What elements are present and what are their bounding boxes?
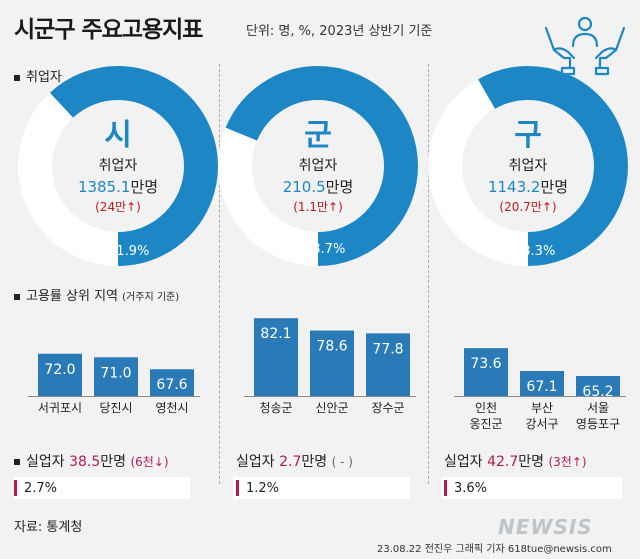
bar-value-label: 73.6 xyxy=(470,356,501,372)
unemployed-change: ( - ) xyxy=(331,455,353,469)
employment-rate-value: 68.7% xyxy=(304,242,346,257)
unemployed-label: 실업자 xyxy=(236,454,275,470)
unemployed-value: 2.7 xyxy=(279,454,302,470)
region-char: 군 xyxy=(304,118,332,153)
credit-line: 23.08.22 전진우 그래픽 기자 618tue@newsis.com xyxy=(377,544,612,555)
employed-value: 1385.1 xyxy=(77,178,131,196)
unemployed-unit: 만명 xyxy=(301,454,328,470)
donut-center-gu: 구 취업자 1143.2만명 (20.7만↑) xyxy=(428,118,628,216)
unemployment-rate-box xyxy=(14,477,190,499)
unemployment-rate-marker xyxy=(236,480,239,496)
unemployed-value: 42.7 xyxy=(487,454,519,470)
bar-value-label: 71.0 xyxy=(100,365,131,381)
bar xyxy=(576,376,620,396)
bar-category-label: 부산 강서구 xyxy=(525,401,559,431)
employed-label: 취업자 xyxy=(98,158,138,174)
employed-unit: 만명 xyxy=(130,178,159,196)
employed-unit: 만명 xyxy=(325,178,354,196)
source-note: 자료: 통계청 xyxy=(14,520,83,535)
donut-ring-value xyxy=(428,66,628,266)
unemployed-summary: 실업자 42.7만명 (3천↑) xyxy=(444,451,587,471)
bar-category-label: 청송군 xyxy=(259,401,293,415)
employed-change: (20.7만↑) xyxy=(499,200,557,214)
section-employed-label: 취업자 xyxy=(26,70,62,85)
donut-center-si: 시 취업자 1385.1만명 (24만↑) xyxy=(18,118,218,216)
region-char: 시 xyxy=(104,118,132,153)
unemployed-change: (3천↑) xyxy=(548,455,587,469)
bar-category-label: 서귀포시 xyxy=(37,401,83,415)
column-divider xyxy=(219,64,220,484)
employed-value: 1143.2 xyxy=(487,178,541,196)
unemployment-rate: 3.6% xyxy=(454,481,488,496)
unemployed-label: 실업자 xyxy=(444,454,483,470)
section-top-rate: 고용률 상위 지역 (거주지 기준) xyxy=(14,285,179,304)
unemployed-label: 실업자 xyxy=(26,454,65,470)
employment-rate-label: 고용률 61.9% xyxy=(68,240,149,259)
unemployed-value: 38.5 xyxy=(69,454,101,470)
unemployment-rate: 2.7% xyxy=(24,481,58,496)
bar-value-label: 82.1 xyxy=(260,326,291,342)
region-char: 구 xyxy=(514,118,542,153)
bar xyxy=(310,330,354,396)
bar xyxy=(366,333,410,396)
employment-rate-prefix: 고용률 xyxy=(68,244,104,259)
column-divider xyxy=(428,64,429,484)
donut-chart-gu xyxy=(428,66,628,266)
donut-ring-value xyxy=(218,66,418,266)
bar xyxy=(254,318,298,396)
bar xyxy=(150,369,194,396)
page-title: 시군구 주요고용지표 xyxy=(14,17,203,43)
bar-chart-gu: 73.6 67.1 65.2 xyxy=(454,348,626,400)
bar-category-label: 인천 옹진군 xyxy=(469,401,503,431)
bullet-icon xyxy=(14,459,20,465)
bar-value-label: 67.6 xyxy=(156,377,187,393)
employed-label: 취업자 xyxy=(508,158,548,174)
bar-chart-gun: 82.1 78.6 77.8 xyxy=(244,318,416,397)
section-top-rate-note: (거주지 기준) xyxy=(122,292,180,303)
bar-value-label: 65.2 xyxy=(582,384,613,400)
section-top-rate-label: 고용률 상위 지역 xyxy=(26,289,118,304)
page-subtitle: 단위: 명, %, 2023년 상반기 기준 xyxy=(246,24,433,39)
unemployed-summary: 실업자 2.7만명 ( - ) xyxy=(236,451,353,471)
bar-chart-si: 72.0 71.0 67.6 xyxy=(28,353,200,397)
bar-category-label: 서울 영등포구 xyxy=(575,401,621,431)
newsis-logo: NEWSIS xyxy=(498,515,593,539)
section-employed: 취업자 xyxy=(14,66,62,85)
unemployed-summary: 실업자 38.5만명 (6천↓) xyxy=(14,451,169,471)
bullet-icon xyxy=(14,293,20,300)
donut-chart-gun xyxy=(218,66,418,266)
bar xyxy=(520,371,564,396)
employed-change: (1.1만↑) xyxy=(293,200,343,214)
employment-rate-value: 58.3% xyxy=(514,244,556,259)
unemployment-rate-marker xyxy=(14,480,17,496)
bar-category-label: 장수군 xyxy=(371,401,405,415)
employed-unit: 만명 xyxy=(540,178,569,196)
donut-chart-si xyxy=(18,66,218,266)
unemployment-rate-marker xyxy=(444,480,447,496)
bar-category-label: 영천시 xyxy=(155,401,189,415)
bullet-icon xyxy=(14,74,20,81)
employment-rate-value: 61.9% xyxy=(108,244,150,259)
bar-value-label: 78.6 xyxy=(316,339,347,355)
bar xyxy=(464,348,508,396)
donut-ring-value xyxy=(18,66,218,266)
bar-category-label: 신안군 xyxy=(315,401,349,415)
hands-holding-person-icon xyxy=(544,16,626,76)
unemployment-rate-box xyxy=(442,477,622,499)
bar-value-label: 67.1 xyxy=(526,379,557,395)
bar xyxy=(94,357,138,396)
donut-center-gun: 군 취업자 210.5만명 (1.1만↑) xyxy=(218,118,418,216)
unemployed-change: (6천↓) xyxy=(130,455,169,469)
employed-label: 취업자 xyxy=(298,158,338,174)
employed-change: (24만↑) xyxy=(95,200,141,214)
unemployed-unit: 만명 xyxy=(100,454,127,470)
unemployment-rate: 1.2% xyxy=(246,481,280,496)
unemployment-rate-box xyxy=(233,477,410,499)
bar-value-label: 72.0 xyxy=(44,362,75,378)
unemployed-unit: 만명 xyxy=(518,454,545,470)
employed-value: 210.5 xyxy=(282,178,326,196)
bar-value-label: 77.8 xyxy=(372,341,403,357)
bar-category-label: 당진시 xyxy=(99,401,133,415)
bar xyxy=(38,353,82,396)
